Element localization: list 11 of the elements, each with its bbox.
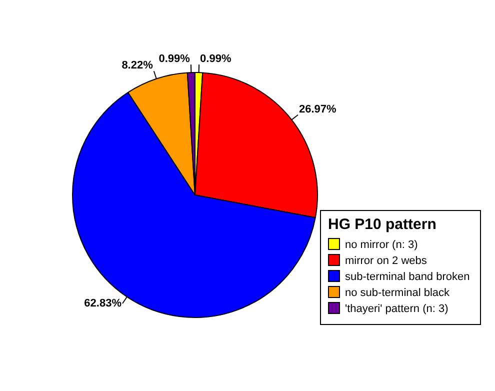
legend-label: no sub-terminal black [345,287,450,300]
data-label: 8.22% [122,60,154,72]
legend-label: 'thayeri' pattern (n: 3) [345,303,448,316]
legend-title: HG P10 pattern [328,216,436,234]
legend-label: sub-terminal band broken [345,271,470,284]
data-label: 0.99% [200,53,232,66]
data-label: 0.99% [158,53,190,66]
legend-label: mirror on 2 webs [345,255,428,268]
legend-label: no mirror (n: 3) [345,239,418,252]
data-label: 62.83% [84,298,122,310]
data-label: 26.97% [298,103,337,116]
